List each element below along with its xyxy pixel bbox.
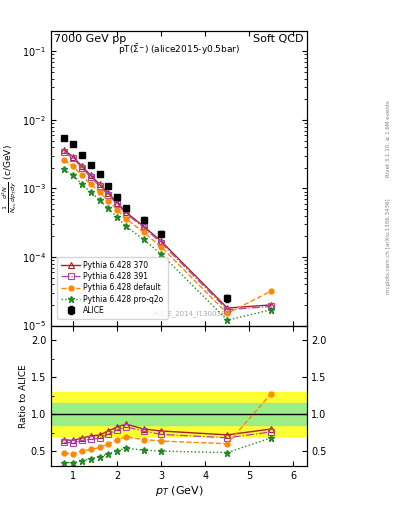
Pythia 6.428 370 [88,173,93,179]
Pythia 6.428 default [62,157,67,163]
Pythia 6.428 391 [141,224,146,230]
Pythia 6.428 370 [62,147,67,154]
Pythia 6.428 pro-q2o [159,251,163,257]
Pythia 6.428 391 [88,174,93,180]
Pythia 6.428 370 [115,200,119,206]
Pythia 6.428 370 [71,154,75,160]
Pythia 6.428 391 [79,165,84,171]
Text: mcplots.cern.ch [arXiv:1306.3436]: mcplots.cern.ch [arXiv:1306.3436] [386,198,391,293]
Pythia 6.428 default [269,288,274,294]
Pythia 6.428 370 [106,190,111,197]
Pythia 6.428 default [71,163,75,169]
Text: 7000 GeV pp: 7000 GeV pp [53,34,126,44]
Pythia 6.428 default [124,216,129,222]
Pythia 6.428 391 [159,240,163,246]
Text: Soft QCD: Soft QCD [253,34,304,44]
Bar [51,392,307,436]
Pythia 6.428 pro-q2o [62,166,67,173]
Pythia 6.428 default [225,310,230,316]
Pythia 6.428 pro-q2o [97,197,102,203]
Pythia 6.428 370 [79,163,84,169]
Pythia 6.428 391 [97,183,102,189]
Legend: Pythia 6.428 370, Pythia 6.428 391, Pythia 6.428 default, Pythia 6.428 pro-q2o, : Pythia 6.428 370, Pythia 6.428 391, Pyth… [57,257,167,319]
Pythia 6.428 pro-q2o [115,214,119,220]
Pythia 6.428 pro-q2o [225,317,230,323]
Bar [51,403,307,425]
Pythia 6.428 391 [115,201,119,207]
Pythia 6.428 default [88,181,93,187]
Pythia 6.428 pro-q2o [124,223,129,229]
Pythia 6.428 391 [71,155,75,161]
Pythia 6.428 391 [269,303,274,309]
Pythia 6.428 pro-q2o [269,307,274,313]
Line: Pythia 6.428 391: Pythia 6.428 391 [61,149,274,313]
Text: ALICE_2014_I1300380: ALICE_2014_I1300380 [152,310,231,317]
Pythia 6.428 391 [106,192,111,198]
Y-axis label: $\frac{1}{N_{ev}}\frac{d^{2}N}{dp_{T}dy}$ (c/GeV): $\frac{1}{N_{ev}}\frac{d^{2}N}{dp_{T}dy}… [1,144,19,212]
Pythia 6.428 pro-q2o [71,173,75,179]
Pythia 6.428 370 [269,302,274,308]
Line: Pythia 6.428 370: Pythia 6.428 370 [61,147,274,311]
Text: Rivet 3.1.10, ≥ 1.6M events: Rivet 3.1.10, ≥ 1.6M events [386,100,391,177]
Pythia 6.428 370 [141,223,146,229]
Pythia 6.428 370 [159,238,163,244]
Pythia 6.428 391 [225,307,230,313]
Pythia 6.428 default [141,229,146,236]
Pythia 6.428 default [115,207,119,213]
Pythia 6.428 pro-q2o [106,205,111,211]
Pythia 6.428 370 [124,209,129,215]
Pythia 6.428 pro-q2o [88,189,93,195]
Pythia 6.428 pro-q2o [141,237,146,243]
Pythia 6.428 391 [62,149,67,155]
Pythia 6.428 370 [225,305,230,311]
Pythia 6.428 default [159,244,163,250]
Line: Pythia 6.428 pro-q2o: Pythia 6.428 pro-q2o [61,166,275,324]
Pythia 6.428 default [97,189,102,195]
Pythia 6.428 default [79,173,84,179]
X-axis label: $p_T$ (GeV): $p_T$ (GeV) [154,483,203,498]
Line: Pythia 6.428 default: Pythia 6.428 default [62,158,274,316]
Y-axis label: Ratio to ALICE: Ratio to ALICE [19,364,28,428]
Pythia 6.428 pro-q2o [79,181,84,187]
Pythia 6.428 370 [97,181,102,187]
Pythia 6.428 default [106,198,111,204]
Pythia 6.428 391 [124,210,129,217]
Text: pT($\bar{\Sigma}^{-}$) (alice2015-y0.5bar): pT($\bar{\Sigma}^{-}$) (alice2015-y0.5ba… [118,42,240,57]
